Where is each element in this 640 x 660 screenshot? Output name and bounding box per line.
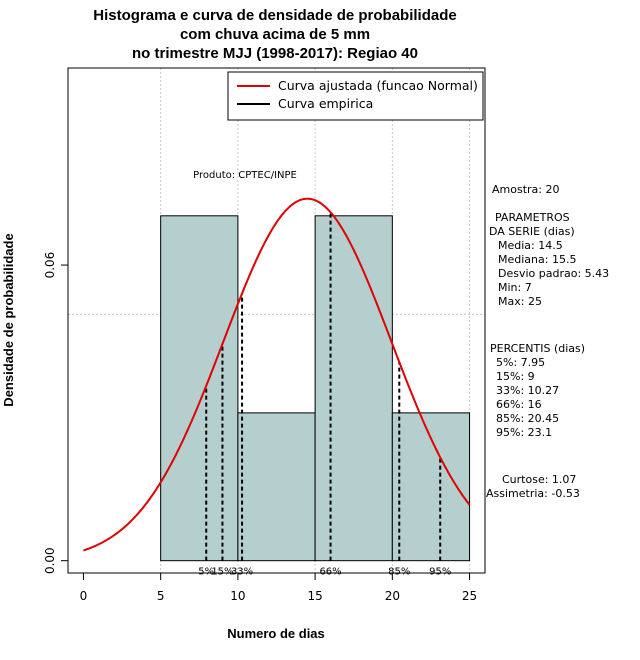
percentile-label-1: 15% [211, 567, 233, 578]
y-tick-label-1: 0.06 [43, 252, 57, 279]
stat-assimetria: Assimetria: -0.53 [486, 487, 580, 500]
product-annotation: Produto: CPTEC/INPE [193, 170, 297, 181]
stat-min: Min: 7 [498, 281, 532, 294]
percentile-label-5: 95% [429, 567, 451, 578]
x-tick-label-5: 25 [462, 589, 477, 603]
percentile-lines: 5%15%33% 66% 85% 95% [198, 212, 451, 578]
chart-title-line-3: no trimestre MJJ (1998-2017): Regiao 40 [132, 45, 418, 62]
percentile-label-2: 33% [231, 567, 253, 578]
chart-title-line-2: com chuva acima de 5 mm [180, 26, 370, 43]
x-tick-label-2: 10 [230, 589, 245, 603]
stat-params-title-2: DA SERIE (dias) [489, 225, 575, 238]
x-tick-label-1: 5 [157, 589, 165, 603]
chart-title-line-1: Histograma e curva de densidade de proba… [93, 7, 456, 24]
x-axis-title: Numero de dias [227, 626, 325, 641]
legend-box [227, 71, 484, 121]
stat-mediana: Mediana: 15.5 [498, 253, 576, 266]
stat-params-title-1: PARAMETROS [495, 211, 570, 224]
stat-p15: 15%: 9 [496, 370, 535, 383]
percentile-label-0: 5% [198, 567, 214, 578]
x-tick-label-0: 0 [80, 589, 88, 603]
stats-panel: Amostra: 20 PARAMETROS DA SERIE (dias) M… [486, 183, 609, 500]
stat-curtose: Curtose: 1.07 [502, 473, 576, 486]
histogram-bar-0 [160, 215, 239, 562]
stat-p95: 95%: 23.1 [496, 426, 552, 439]
legend: Curva ajustada (funcao Normal) Curva emp… [227, 71, 484, 121]
stat-percentis-title: PERCENTIS (dias) [490, 342, 585, 355]
y-tick-label-0: 0.00 [43, 547, 57, 574]
percentile-label-3: 66% [319, 567, 341, 578]
stat-p5: 5%: 7.95 [496, 356, 545, 369]
percentile-label-4: 85% [388, 567, 410, 578]
normal-curve [83, 197, 471, 552]
legend-label-normal: Curva ajustada (funcao Normal) [278, 78, 478, 93]
histogram-bar-1 [237, 412, 316, 562]
histogram-bar-2 [314, 215, 393, 562]
stat-media: Media: 14.5 [498, 239, 563, 252]
stat-desvio: Desvio padrao: 5.43 [498, 267, 609, 280]
stat-p33: 33%: 10.27 [496, 384, 559, 397]
x-tick-label-4: 20 [385, 589, 400, 603]
stat-amostra: Amostra: 20 [492, 183, 559, 196]
x-tick-label-3: 15 [307, 589, 322, 603]
y-axis: 0.00 0.06 [43, 252, 69, 574]
legend-label-empirical: Curva empirica [278, 96, 373, 111]
normal-curve-line [83, 197, 471, 552]
x-axis: 0 5 10 15 20 25 [80, 572, 477, 603]
y-axis-title: Densidade de probabilidade [1, 233, 16, 406]
stat-max: Max: 25 [498, 295, 542, 308]
stat-p66: 66%: 16 [496, 398, 542, 411]
stat-p85: 85%: 20.45 [496, 412, 559, 425]
